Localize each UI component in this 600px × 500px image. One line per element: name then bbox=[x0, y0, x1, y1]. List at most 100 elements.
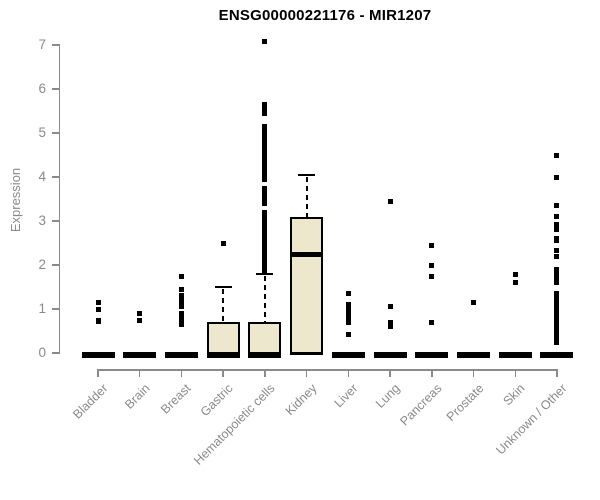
y-axis-tick bbox=[51, 308, 59, 310]
outlier-point-Breast bbox=[178, 304, 184, 310]
median-zero-bar-Pancreas bbox=[415, 352, 449, 358]
outlier-point-Liver bbox=[345, 309, 351, 315]
upper-whisker-Gastric bbox=[222, 289, 225, 323]
outlier-point-Lung bbox=[387, 198, 393, 204]
outlier-point-Unknown / Other bbox=[554, 274, 560, 280]
outlier-point-Hematopoietic cells bbox=[262, 269, 268, 275]
outlier-point-Unknown / Other bbox=[554, 152, 560, 158]
outlier-point-Pancreas bbox=[429, 319, 435, 325]
y-axis-tick bbox=[51, 220, 59, 222]
outlier-point-Unknown / Other bbox=[554, 253, 560, 259]
outlier-point-Hematopoietic cells bbox=[262, 110, 268, 116]
outlier-point-Hematopoietic cells bbox=[262, 101, 268, 107]
y-tick-label: 1 bbox=[38, 301, 46, 316]
outlier-point-Unknown / Other bbox=[554, 203, 560, 209]
median-zero-bar-Breast bbox=[164, 352, 198, 358]
outlier-point-Pancreas bbox=[429, 262, 435, 268]
x-axis-tick bbox=[222, 369, 224, 377]
y-axis-tick bbox=[51, 176, 59, 178]
outlier-point-Unknown / Other bbox=[554, 339, 560, 345]
median-zero-bar-Liver bbox=[331, 352, 365, 358]
outlier-point-Liver bbox=[345, 291, 351, 297]
y-axis-tick bbox=[51, 44, 59, 46]
median-zero-bar-Lung bbox=[373, 352, 407, 358]
outlier-point-Unknown / Other bbox=[554, 248, 560, 254]
median-zero-bar-Bladder bbox=[81, 352, 115, 358]
outlier-point-Liver bbox=[345, 319, 351, 325]
y-tick-label: 4 bbox=[38, 169, 46, 184]
median-zero-bar-Hematopoietic cells bbox=[248, 352, 282, 358]
outlier-point-Lung bbox=[387, 319, 393, 325]
chart-title: ENSG00000221176 - MIR1207 bbox=[218, 7, 432, 24]
outlier-point-Unknown / Other bbox=[554, 238, 560, 244]
median-zero-bar-Prostate bbox=[457, 352, 491, 358]
outlier-point-Pancreas bbox=[429, 242, 435, 248]
x-axis-tick bbox=[180, 369, 183, 377]
outlier-point-Hematopoietic cells bbox=[262, 214, 268, 220]
y-tick-label: 5 bbox=[38, 125, 46, 140]
upper-whisker-Hematopoietic cells bbox=[263, 275, 266, 323]
y-axis-tick bbox=[51, 132, 59, 134]
y-axis-tick bbox=[51, 264, 59, 266]
outlier-point-Breast bbox=[178, 286, 184, 292]
box-Kidney bbox=[290, 216, 324, 355]
outlier-point-Brain bbox=[137, 317, 143, 323]
outlier-point-Prostate bbox=[471, 299, 477, 305]
y-tick-label: 2 bbox=[38, 257, 46, 272]
outlier-point-Breast bbox=[178, 273, 184, 279]
outlier-point-Unknown / Other bbox=[554, 266, 560, 272]
box-Hematopoietic cells bbox=[248, 322, 282, 355]
y-axis-line bbox=[58, 44, 60, 354]
x-axis-line bbox=[97, 369, 558, 371]
x-axis-tick bbox=[347, 369, 350, 377]
x-axis-tick bbox=[431, 369, 433, 377]
y-tick-label: 3 bbox=[38, 213, 46, 228]
outlier-point-Brain bbox=[137, 310, 143, 316]
outlier-point-Hematopoietic cells bbox=[262, 104, 268, 110]
outlier-point-Hematopoietic cells bbox=[262, 222, 268, 228]
outlier-point-Bladder bbox=[95, 306, 101, 312]
outlier-point-Gastric bbox=[220, 240, 226, 246]
outlier-point-Skin bbox=[512, 280, 518, 286]
x-axis-tick bbox=[305, 369, 308, 377]
outlier-point-Hematopoietic cells bbox=[262, 242, 268, 248]
outlier-point-Bladder bbox=[95, 299, 101, 305]
outlier-point-Unknown / Other bbox=[554, 174, 560, 180]
outlier-point-Hematopoietic cells bbox=[262, 176, 268, 182]
upper-whisker-Kidney bbox=[305, 176, 308, 217]
outlier-point-Skin bbox=[512, 272, 518, 278]
outlier-point-Liver bbox=[345, 332, 351, 338]
median-zero-bar-Brain bbox=[123, 352, 157, 358]
outlier-point-Unknown / Other bbox=[554, 214, 560, 220]
x-axis-tick bbox=[264, 369, 266, 377]
x-axis-tick bbox=[556, 369, 558, 377]
x-axis-tick bbox=[389, 369, 391, 377]
median-zero-bar-Skin bbox=[498, 352, 532, 358]
outlier-point-Hematopoietic cells bbox=[262, 200, 268, 206]
y-tick-label: 7 bbox=[38, 37, 46, 52]
outlier-point-Unknown / Other bbox=[554, 222, 560, 228]
outlier-point-Liver bbox=[345, 302, 351, 308]
outlier-point-Pancreas bbox=[429, 273, 435, 279]
outlier-point-Bladder bbox=[95, 318, 101, 324]
y-axis-label: Expression bbox=[8, 167, 23, 233]
y-tick-label: 0 bbox=[38, 345, 46, 360]
outlier-point-Unknown / Other bbox=[554, 270, 560, 276]
outlier-point-Unknown / Other bbox=[554, 227, 560, 233]
y-axis-tick bbox=[51, 352, 59, 354]
y-tick-label: 6 bbox=[38, 81, 46, 96]
whisker-cap-Kidney bbox=[298, 173, 316, 177]
outlier-point-Breast bbox=[178, 321, 184, 327]
outlier-point-Hematopoietic cells bbox=[262, 231, 268, 237]
outlier-point-Hematopoietic cells bbox=[262, 253, 268, 259]
median-zero-bar-Unknown / Other bbox=[540, 352, 574, 358]
outlier-point-Liver bbox=[345, 316, 351, 322]
outlier-point-Hematopoietic cells bbox=[262, 38, 268, 44]
box-Gastric bbox=[206, 322, 240, 355]
x-axis-tick bbox=[514, 369, 517, 377]
outlier-point-Lung bbox=[387, 304, 393, 310]
whisker-cap-Gastric bbox=[214, 285, 232, 289]
x-axis-tick bbox=[138, 369, 141, 377]
box-bottom-Kidney bbox=[290, 352, 324, 355]
